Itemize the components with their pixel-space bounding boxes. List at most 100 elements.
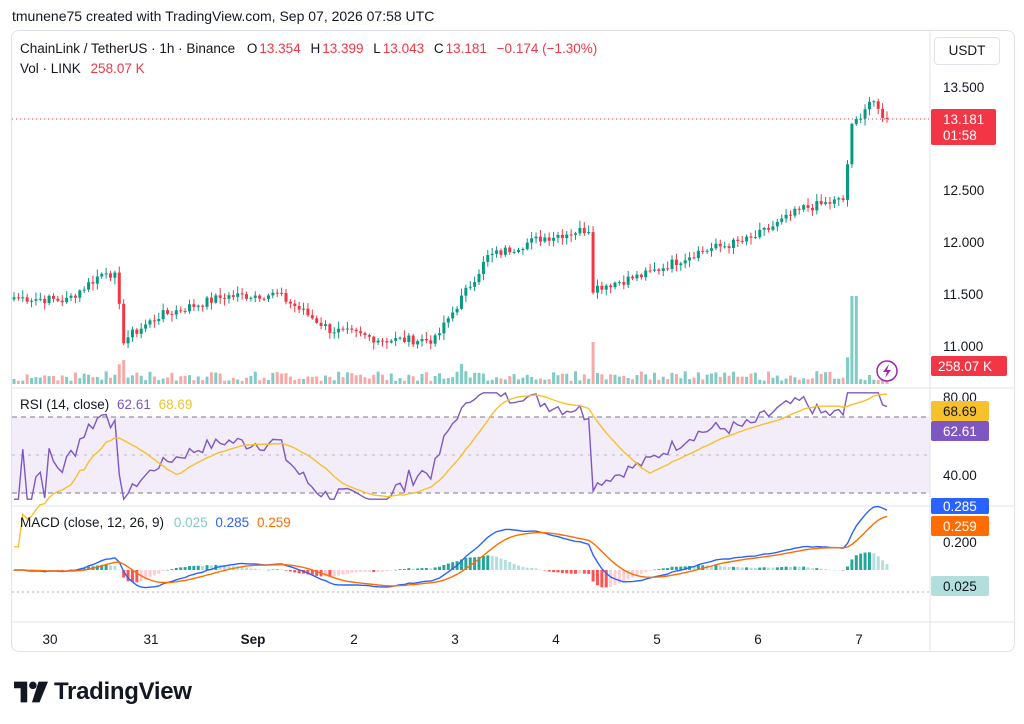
volume-bar xyxy=(841,377,845,384)
candle xyxy=(771,226,775,230)
rsi-legend[interactable]: RSI (14, close) 62.61 68.69 xyxy=(20,397,192,412)
macd-histogram-bar xyxy=(595,570,599,586)
volume-bar xyxy=(227,380,231,384)
volume-bar xyxy=(341,377,345,384)
volume-bar xyxy=(302,378,306,384)
volume-bar xyxy=(284,373,288,384)
macd-histogram-bar xyxy=(209,565,213,570)
volume-bar xyxy=(95,376,99,384)
candle xyxy=(499,250,503,255)
volume-badge xyxy=(931,356,1007,376)
volume-bar xyxy=(275,372,279,384)
macd-histogram-bar xyxy=(297,570,301,574)
macd-histogram-bar xyxy=(560,570,564,574)
countdown-label: 01:58 xyxy=(943,128,977,143)
candle xyxy=(179,310,183,312)
candle xyxy=(192,304,196,307)
time-tick: 3 xyxy=(451,632,459,647)
volume-bar xyxy=(258,380,262,384)
volume-bar xyxy=(394,380,398,384)
volume-bar xyxy=(530,376,534,384)
candle xyxy=(284,292,288,302)
volume-bar xyxy=(139,375,143,384)
candle xyxy=(433,335,437,344)
candle xyxy=(363,333,367,336)
volume-bar xyxy=(780,380,784,384)
volume-bar xyxy=(753,372,757,384)
macd-histogram-bar xyxy=(876,556,880,570)
volume-bar xyxy=(595,372,599,384)
candle xyxy=(218,295,222,298)
macd-histogram-bar xyxy=(275,569,279,570)
volume-legend[interactable]: Vol · LINK 258.07 K xyxy=(20,61,145,76)
volume-bar xyxy=(481,373,485,384)
macd-histogram-bar xyxy=(749,567,753,570)
volume-bar xyxy=(332,380,336,384)
candle xyxy=(692,257,696,259)
time-tick: 30 xyxy=(42,632,57,647)
candle xyxy=(538,236,542,242)
macd-histogram-bar xyxy=(753,568,757,570)
symbol-legend[interactable]: ChainLink / TetherUS · 1h · Binance O 13.… xyxy=(20,41,599,56)
volume-bar xyxy=(486,380,490,384)
volume-bar xyxy=(100,379,104,384)
macd-histogram-bar xyxy=(442,564,446,570)
candle xyxy=(21,297,25,299)
volume-bar xyxy=(560,373,564,384)
price-tick: 13.500 xyxy=(943,80,984,95)
candle xyxy=(389,340,393,343)
candle xyxy=(385,341,389,343)
candle xyxy=(381,340,384,342)
macd-label: MACD (close, 12, 26, 9) xyxy=(20,515,165,530)
candle xyxy=(784,214,788,219)
volume-bar xyxy=(416,380,420,384)
volume-bar xyxy=(556,375,560,384)
candle xyxy=(473,282,477,287)
volume-bar xyxy=(293,379,297,384)
volume-bar xyxy=(271,372,275,384)
candle xyxy=(644,270,648,278)
candle xyxy=(710,248,714,251)
candle xyxy=(828,202,832,204)
volume-bar xyxy=(806,379,810,384)
macd-histogram-bar xyxy=(828,569,832,571)
candle xyxy=(718,243,722,247)
volume-bar xyxy=(626,378,630,384)
macd-histogram-bar xyxy=(696,565,700,570)
volume-bar xyxy=(262,377,266,384)
macd-histogram-bar xyxy=(767,567,771,570)
volume-bar xyxy=(192,380,196,384)
macd-tick: 0.200 xyxy=(943,535,977,550)
volume-bar xyxy=(723,372,727,384)
macd-histogram-bar xyxy=(775,567,779,570)
currency-button[interactable]: USDT xyxy=(934,37,1000,65)
candle xyxy=(341,328,345,330)
time-tick: 4 xyxy=(552,632,560,647)
macd-badge-label: 0.285 xyxy=(943,499,977,514)
volume-bar xyxy=(113,374,117,384)
volume-bar xyxy=(398,378,402,384)
macd-histogram-bar xyxy=(389,570,393,571)
lightning-icon[interactable] xyxy=(876,360,898,382)
candle xyxy=(543,237,547,242)
open-label: O xyxy=(246,41,258,56)
macd-histogram-bar xyxy=(166,569,170,571)
macd-legend[interactable]: MACD (close, 12, 26, 9) 0.025 0.285 0.25… xyxy=(20,515,291,530)
volume-bar xyxy=(187,375,191,384)
volume-bar xyxy=(446,378,450,384)
candle xyxy=(429,340,433,344)
volume-bar xyxy=(490,379,494,384)
candle xyxy=(609,285,613,288)
volume-bar xyxy=(609,374,613,384)
volume-bar xyxy=(170,372,174,384)
macd-histogram-bar xyxy=(512,563,516,570)
volume-bar xyxy=(745,376,749,384)
candle xyxy=(302,308,306,310)
candle xyxy=(517,249,520,252)
candle xyxy=(306,308,310,316)
candle xyxy=(446,318,450,323)
tradingview-brand[interactable]: TradingView xyxy=(14,678,192,706)
candle xyxy=(95,276,99,284)
volume-bar xyxy=(512,374,516,384)
